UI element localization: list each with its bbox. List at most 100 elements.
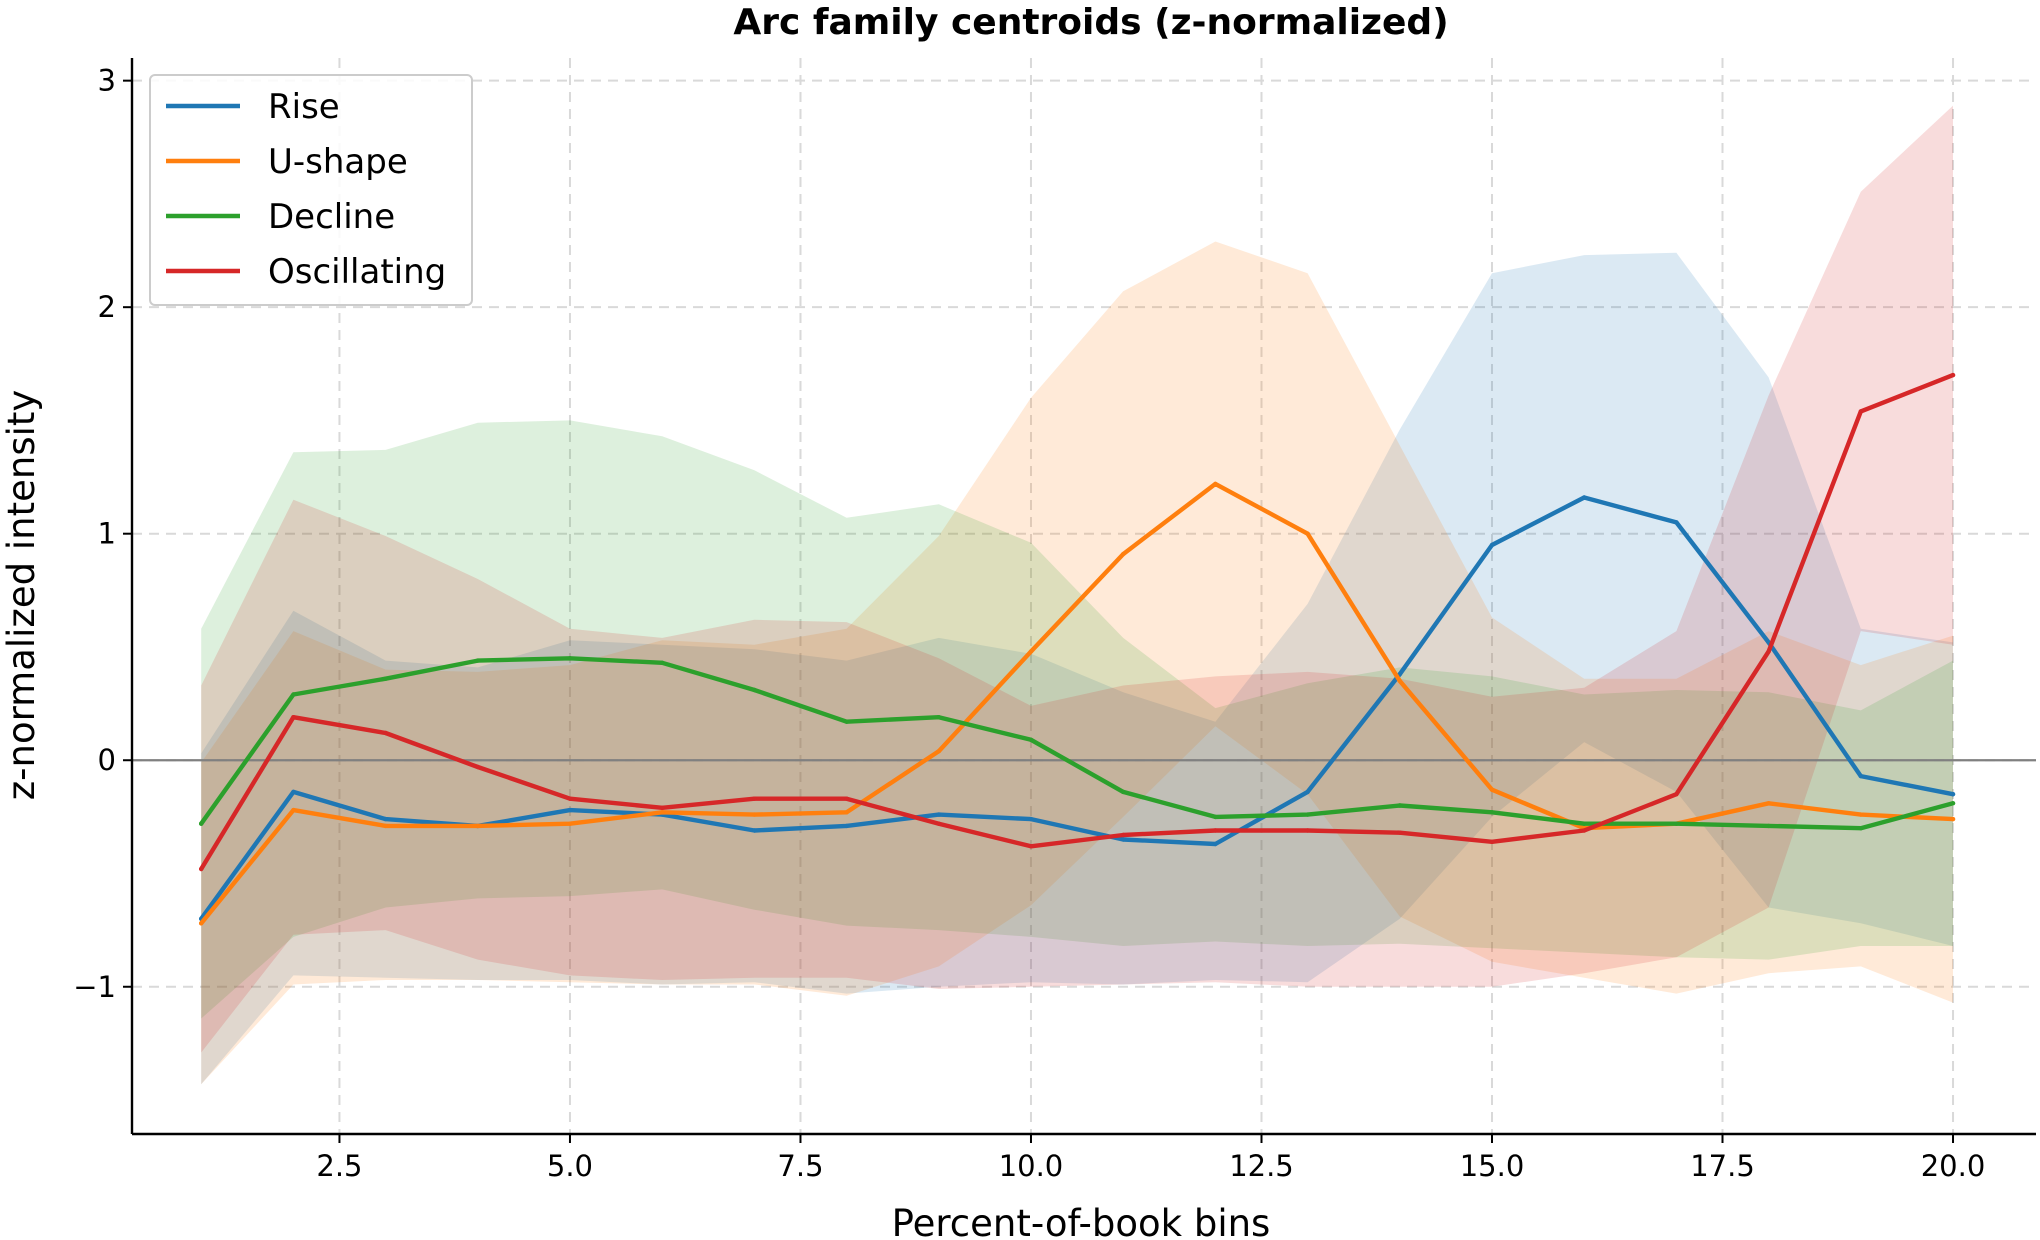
data-point-oscillating — [660, 805, 665, 810]
x-tick-label: 12.5 — [1229, 1149, 1294, 1183]
data-point-rise — [1213, 841, 1218, 847]
y-tick-label: −1 — [73, 970, 116, 1004]
data-point-rise — [1028, 816, 1034, 822]
data-point-decline — [936, 715, 941, 720]
data-point-u-shape — [1950, 816, 1956, 822]
data-point-decline — [752, 687, 757, 693]
y-tick-label: 3 — [98, 64, 116, 98]
data-point-u-shape — [1213, 481, 1218, 487]
data-point-decline — [199, 821, 204, 826]
data-point-rise — [936, 812, 941, 817]
data-point-decline — [1121, 789, 1126, 795]
data-point-u-shape — [1489, 787, 1495, 792]
data-point-rise — [1950, 792, 1956, 797]
data-point-u-shape — [1858, 812, 1864, 817]
data-point-rise — [291, 789, 296, 795]
x-tick-label: 2.5 — [316, 1149, 362, 1183]
data-point-oscillating — [1028, 844, 1034, 849]
data-point-u-shape — [1305, 531, 1310, 536]
data-point-u-shape — [567, 821, 573, 826]
data-point-decline — [1397, 803, 1403, 808]
band-u-shape — [201, 241, 1954, 1085]
data-point-u-shape — [291, 807, 296, 813]
data-point-oscillating — [199, 866, 204, 872]
data-point-rise — [1858, 773, 1864, 779]
data-point-decline — [567, 656, 573, 661]
data-point-decline — [1213, 814, 1218, 820]
legend-label-oscillating: Oscillating — [268, 252, 446, 292]
data-point-oscillating — [1305, 828, 1310, 833]
data-point-oscillating — [936, 821, 941, 826]
data-point-decline — [660, 660, 665, 665]
data-point-u-shape — [383, 823, 388, 829]
data-point-decline — [1582, 821, 1587, 826]
x-tick-label: 5.0 — [547, 1149, 593, 1183]
data-point-oscillating — [1674, 792, 1679, 797]
data-point-rise — [383, 816, 388, 822]
data-point-oscillating — [1766, 649, 1771, 654]
data-point-u-shape — [936, 749, 941, 754]
data-point-decline — [1489, 810, 1495, 815]
data-point-decline — [844, 719, 849, 724]
x-tick-label: 20.0 — [1921, 1149, 1986, 1183]
y-axis-ticks: −1 0 1 2 3 — [73, 64, 132, 1004]
data-point-u-shape — [1397, 678, 1403, 684]
data-point-oscillating — [1950, 372, 1956, 378]
data-point-decline — [1858, 826, 1864, 831]
y-axis-label: z-normalized intensity — [0, 390, 43, 801]
data-point-decline — [1674, 821, 1679, 826]
data-point-decline — [1305, 812, 1310, 817]
data-point-u-shape — [1766, 801, 1771, 806]
x-tick-label: 17.5 — [1690, 1149, 1755, 1183]
y-tick-label: 2 — [98, 290, 116, 324]
legend-label-rise: Rise — [268, 87, 340, 127]
x-tick-label: 7.5 — [777, 1149, 823, 1183]
x-axis-label: Percent-of-book bins — [892, 1202, 1271, 1240]
data-point-decline — [1950, 801, 1956, 806]
legend-label-u-shape: U-shape — [268, 142, 408, 182]
data-point-decline — [1766, 823, 1771, 829]
legend-label-decline: Decline — [268, 197, 395, 237]
series-lines — [198, 372, 1956, 926]
data-point-u-shape — [660, 810, 665, 815]
data-point-rise — [1121, 837, 1126, 842]
data-point-oscillating — [1121, 832, 1126, 838]
data-point-rise — [567, 807, 573, 813]
data-point-oscillating — [475, 764, 480, 770]
y-tick-label: 1 — [98, 517, 116, 551]
series-line-decline — [198, 656, 1956, 831]
data-point-rise — [844, 823, 849, 829]
legend-box — [149, 74, 473, 306]
chart-title: Arc family centroids (z-normalized) — [733, 2, 1448, 43]
data-point-oscillating — [291, 715, 296, 720]
data-point-u-shape — [475, 823, 480, 829]
series-line-oscillating — [198, 372, 1956, 872]
data-point-oscillating — [844, 796, 849, 801]
data-point-oscillating — [1858, 409, 1864, 414]
data-point-u-shape — [1028, 649, 1034, 654]
band-rise — [201, 252, 1954, 1085]
data-point-oscillating — [1213, 828, 1218, 833]
data-point-decline — [475, 658, 480, 663]
data-point-rise — [1489, 542, 1495, 548]
data-point-oscillating — [383, 730, 388, 736]
x-tick-label: 10.0 — [999, 1149, 1064, 1183]
data-point-oscillating — [1489, 839, 1495, 844]
legend: Rise U-shape Decline Oscillating — [149, 74, 473, 306]
data-point-u-shape — [1121, 551, 1126, 557]
y-tick-label: 0 — [98, 743, 116, 777]
data-point-decline — [1028, 737, 1034, 742]
axes: 2.5 5.0 7.5 10.0 12.5 15.0 17.5 20.0 −1 0 1 2 3 — [73, 58, 2036, 1183]
data-point-rise — [1674, 520, 1679, 525]
series-line-rise — [198, 495, 1956, 921]
data-point-u-shape — [844, 810, 849, 815]
data-point-decline — [383, 676, 388, 681]
x-axis-ticks: 2.5 5.0 7.5 10.0 12.5 15.0 17.5 20.0 — [316, 1134, 1985, 1183]
data-point-oscillating — [567, 796, 573, 801]
data-point-rise — [752, 828, 757, 833]
band-decline — [201, 420, 1954, 1019]
data-point-u-shape — [752, 812, 757, 817]
data-point-u-shape — [199, 921, 204, 926]
data-point-oscillating — [1582, 828, 1587, 833]
